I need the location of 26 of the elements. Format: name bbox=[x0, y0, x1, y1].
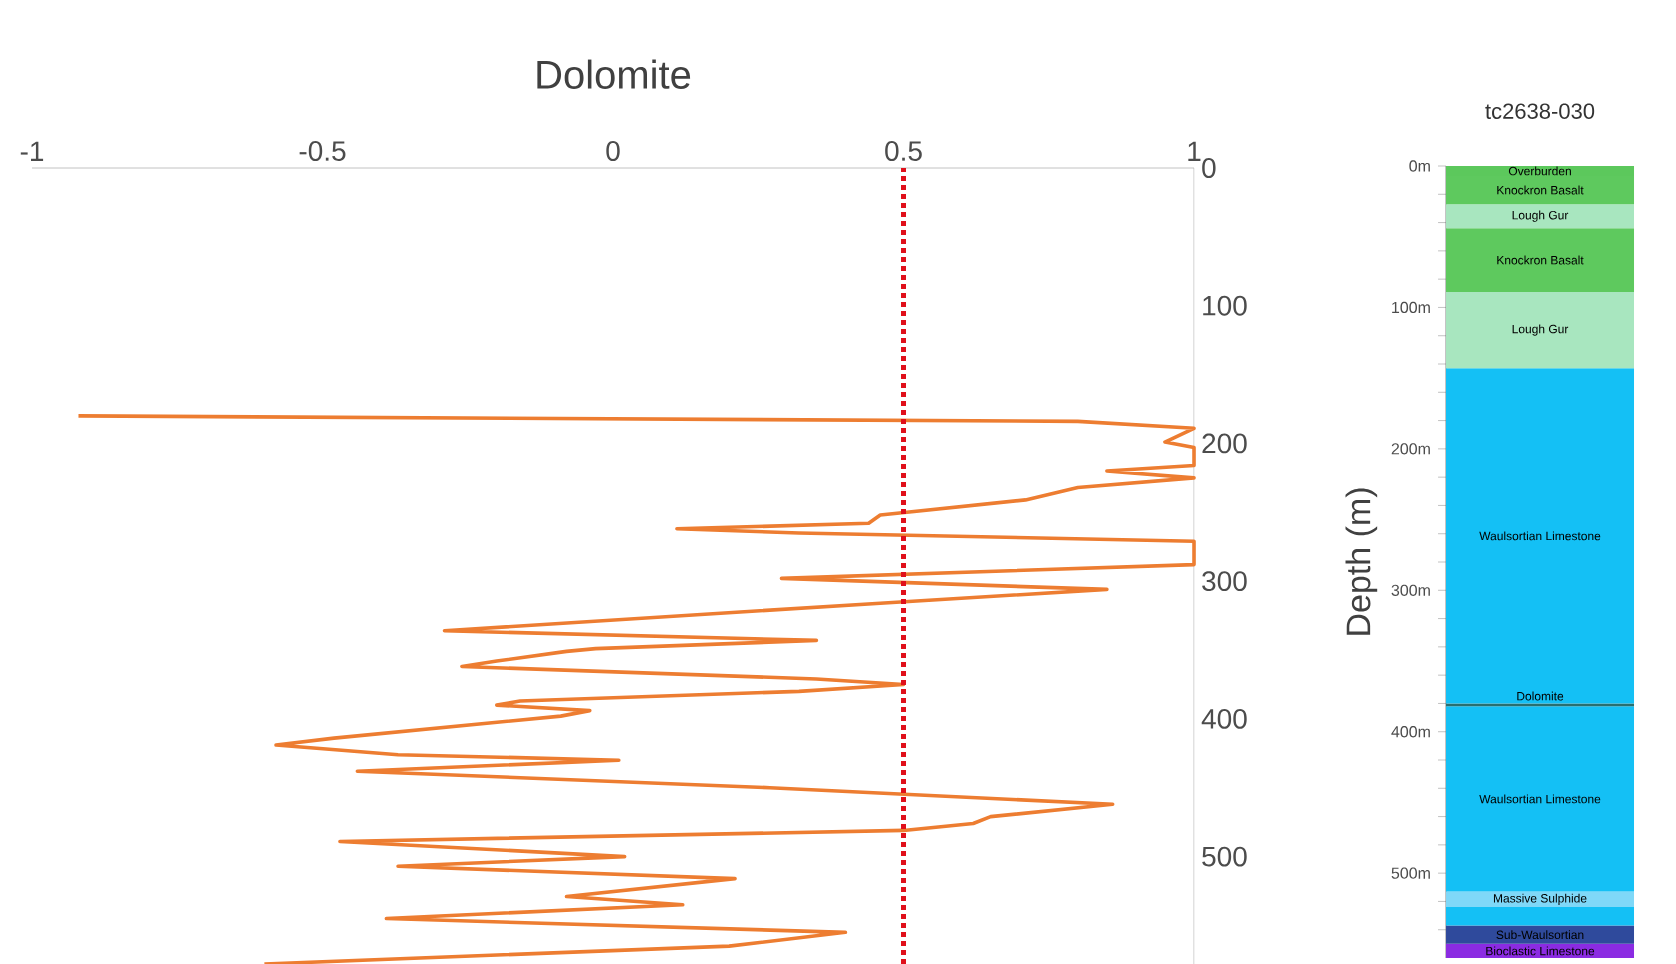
line-series bbox=[76, 414, 1196, 964]
y-tick-label: 300 bbox=[1202, 571, 1247, 592]
y-tick-label: 0m bbox=[1409, 160, 1430, 172]
y-axis-title: Depth (m) bbox=[1345, 488, 1378, 635]
bar bbox=[1446, 925, 1635, 944]
bar bbox=[1446, 291, 1635, 369]
bar bbox=[1446, 228, 1635, 292]
bar bbox=[1446, 907, 1635, 926]
y-tick-label: 500 bbox=[1202, 846, 1247, 867]
x-tick-label: -1 bbox=[20, 141, 44, 161]
x-tick-label: 0 bbox=[606, 141, 620, 161]
y-tick-label: 100 bbox=[1203, 295, 1247, 316]
x-tick-label: -0.5 bbox=[299, 141, 346, 161]
x-tick-label: 1 bbox=[1188, 141, 1201, 161]
y-tick-label: 100m bbox=[1392, 301, 1430, 314]
y-tick-label: 200m bbox=[1391, 443, 1430, 455]
chart-title: tc2638-030 bbox=[1485, 103, 1595, 119]
x-tick-label: 0.5 bbox=[885, 141, 922, 161]
chart-title: Dolomite bbox=[537, 59, 691, 89]
y-tick-label: 0 bbox=[1202, 158, 1216, 178]
y-tick-label: 500m bbox=[1391, 867, 1430, 879]
bar bbox=[1446, 204, 1635, 229]
y-tick-label: 400 bbox=[1201, 708, 1247, 729]
y-tick-label: 200 bbox=[1202, 433, 1247, 454]
y-tick-label: 400m bbox=[1391, 726, 1430, 738]
y-tick-label: 300m bbox=[1391, 584, 1430, 596]
